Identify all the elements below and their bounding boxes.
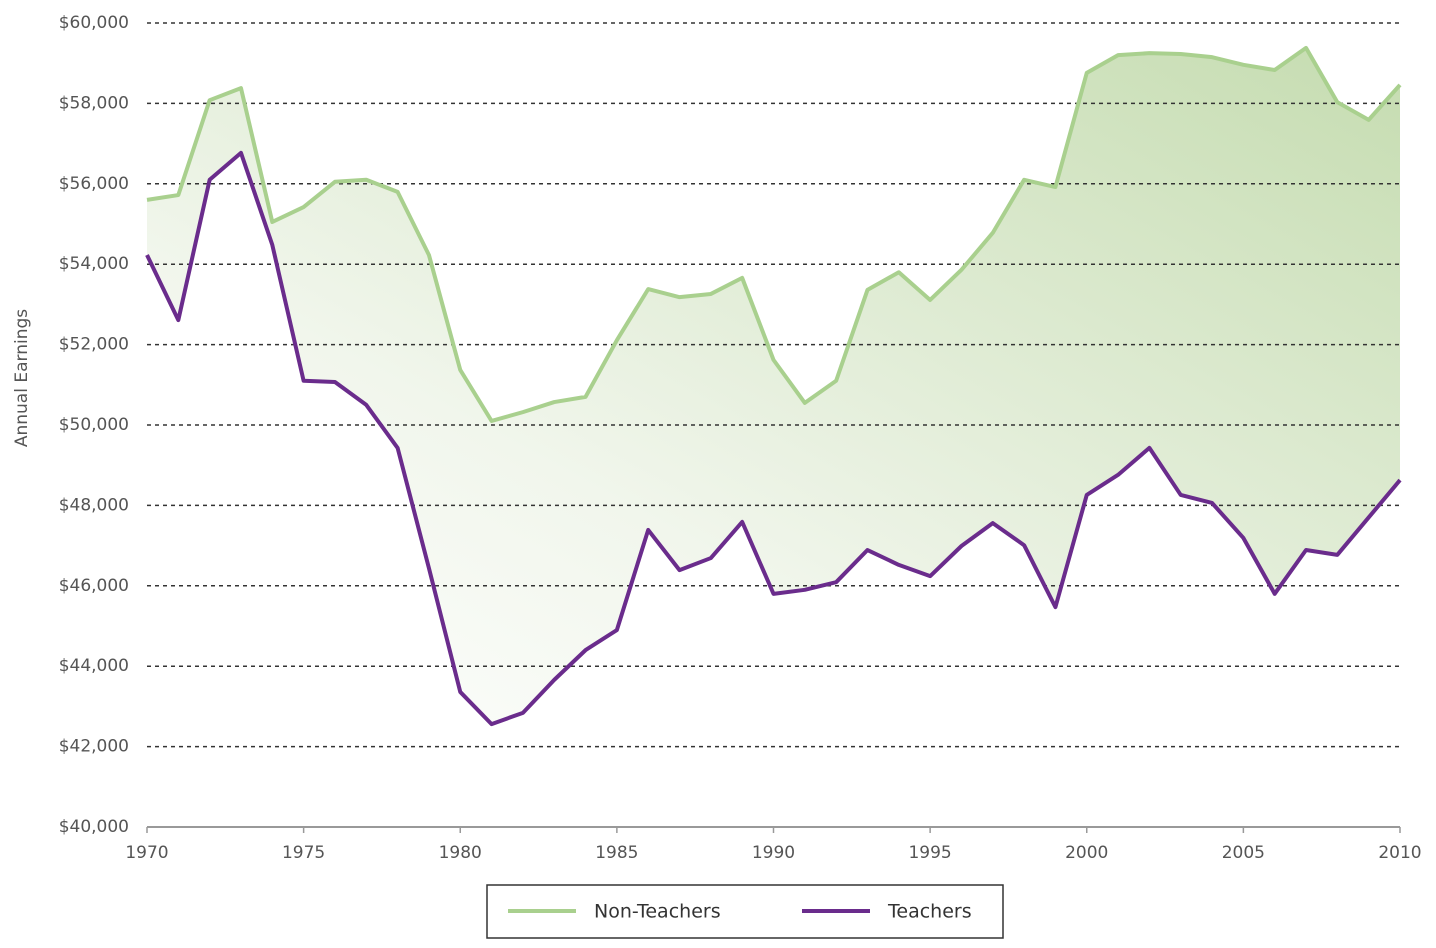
x-tick-label: 1980 xyxy=(439,843,482,863)
x-tick-label: 2000 xyxy=(1065,843,1108,863)
x-tick-label: 2010 xyxy=(1378,843,1421,863)
x-tick-label: 1985 xyxy=(595,843,638,863)
x-tick-label: 1975 xyxy=(282,843,325,863)
series-line xyxy=(146,45,1402,423)
gap-area xyxy=(147,47,1400,725)
legend-label: Teachers xyxy=(887,901,972,923)
series-line xyxy=(145,150,1402,727)
x-tick-label: 1970 xyxy=(125,843,168,863)
y-tick-label: $50,000 xyxy=(59,415,129,435)
y-tick-label: $60,000 xyxy=(59,13,129,33)
y-tick-label: $40,000 xyxy=(59,817,129,837)
y-tick-label: $48,000 xyxy=(59,495,129,515)
y-tick-label: $42,000 xyxy=(59,737,129,757)
y-tick-label: $52,000 xyxy=(59,335,129,355)
y-tick-label: $46,000 xyxy=(59,576,129,596)
x-tick-label: 1995 xyxy=(908,843,951,863)
y-tick-label: $54,000 xyxy=(59,254,129,274)
y-tick-label: $56,000 xyxy=(59,174,129,194)
x-tick-label: 2005 xyxy=(1222,843,1265,863)
y-tick-label: $44,000 xyxy=(59,656,129,676)
x-tick-label: 1990 xyxy=(752,843,795,863)
legend-label: Non-Teachers xyxy=(594,901,721,923)
y-axis-label: Annual Earnings xyxy=(12,309,32,447)
y-tick-label: $58,000 xyxy=(59,93,129,113)
